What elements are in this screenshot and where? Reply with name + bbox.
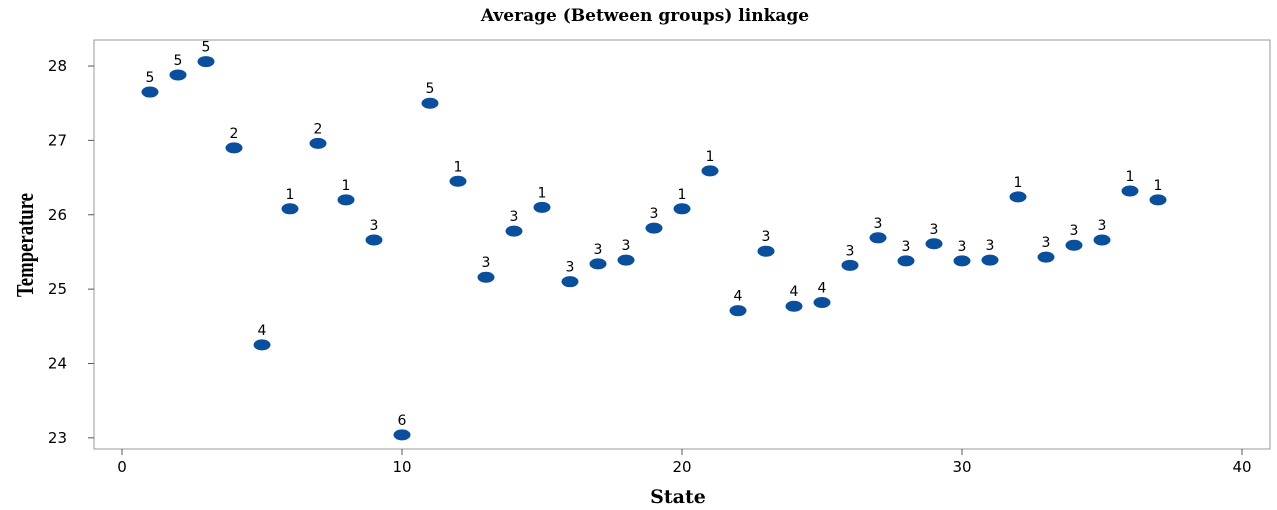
point-cluster-label: 1 (678, 187, 687, 203)
point-cluster-label: 4 (790, 284, 799, 300)
point-cluster-label: 3 (1042, 235, 1051, 251)
data-point (925, 238, 943, 250)
y-tick-label: 25 (48, 280, 67, 298)
data-point (505, 225, 523, 237)
point-cluster-label: 5 (146, 70, 155, 86)
point-cluster-label: 2 (230, 126, 239, 142)
data-point (869, 232, 887, 244)
x-tick-label: 10 (392, 458, 411, 476)
point-cluster-label: 3 (622, 238, 631, 254)
point-cluster-label: 5 (174, 53, 183, 69)
point-cluster-label: 3 (1098, 218, 1107, 234)
data-point (1149, 194, 1167, 206)
data-point (701, 165, 719, 177)
data-point (281, 203, 299, 215)
point-cluster-label: 4 (258, 323, 267, 339)
data-point (841, 259, 859, 271)
point-cluster-label: 3 (902, 239, 911, 255)
point-cluster-label: 1 (538, 185, 547, 201)
point-cluster-label: 3 (958, 239, 967, 255)
point-cluster-label: 3 (986, 238, 995, 254)
data-point (1037, 251, 1055, 263)
chart-title: Average (Between groups) linkage (480, 6, 809, 26)
data-point (1093, 234, 1111, 246)
y-tick-label: 23 (48, 429, 67, 447)
y-axis: 23 24 25 26 27 28 (48, 57, 94, 447)
point-cluster-label: 2 (314, 121, 323, 137)
data-point (673, 203, 691, 215)
data-point (897, 255, 915, 267)
data-point (169, 69, 187, 81)
y-tick-label: 24 (48, 354, 67, 372)
data-point (981, 254, 999, 266)
point-cluster-label: 4 (734, 289, 743, 305)
data-point (365, 234, 383, 246)
point-cluster-label: 3 (594, 242, 603, 258)
x-tick-label: 0 (117, 458, 127, 476)
data-point (197, 56, 215, 68)
point-cluster-label: 1 (286, 187, 295, 203)
data-point (813, 297, 831, 309)
data-point (729, 305, 747, 317)
data-point (1065, 239, 1083, 251)
data-point (589, 258, 607, 270)
y-tick-label: 27 (48, 131, 67, 149)
point-cluster-label: 3 (930, 222, 939, 238)
data-point (953, 255, 971, 267)
data-point (337, 194, 355, 206)
point-cluster-label: 3 (510, 209, 519, 225)
point-cluster-label: 1 (1014, 175, 1023, 191)
point-cluster-label: 3 (846, 243, 855, 259)
data-point (1121, 185, 1139, 197)
point-cluster-label: 1 (1154, 178, 1163, 194)
point-cluster-label: 3 (874, 216, 883, 232)
data-point (785, 300, 803, 312)
point-cluster-label: 1 (706, 149, 715, 165)
point-cluster-label: 3 (762, 229, 771, 245)
x-tick-label: 20 (672, 458, 691, 476)
point-cluster-label: 4 (818, 281, 827, 297)
x-axis: 0 10 20 30 40 (117, 449, 1252, 476)
x-tick-label: 30 (952, 458, 971, 476)
point-cluster-label: 1 (454, 159, 463, 175)
data-point (421, 97, 439, 109)
data-point (449, 175, 467, 187)
data-point (757, 245, 775, 257)
point-cluster-label: 3 (370, 218, 379, 234)
data-point (393, 429, 411, 441)
data-point (617, 254, 635, 266)
x-axis-label: State (650, 486, 706, 508)
data-point (477, 271, 495, 283)
y-tick-label: 26 (48, 206, 67, 224)
x-tick-label: 40 (1232, 458, 1251, 476)
data-points: 5 5 5 2 4 1 2 1 3 6 5 1 3 3 1 3 3 3 3 1 1 4 3 4 4 3 3 3 3 3 3 1 3 3 3 1 1 (141, 40, 1167, 441)
y-axis-label: Temperature (12, 193, 39, 297)
point-cluster-label: 1 (342, 178, 351, 194)
data-point (141, 86, 159, 98)
point-cluster-label: 5 (202, 40, 211, 56)
point-cluster-label: 1 (1126, 169, 1135, 185)
data-point (253, 339, 271, 351)
data-point (225, 142, 243, 154)
point-cluster-label: 3 (650, 206, 659, 222)
y-tick-label: 28 (48, 57, 67, 75)
point-cluster-label: 6 (398, 413, 407, 429)
point-cluster-label: 3 (482, 255, 491, 271)
point-cluster-label: 3 (1070, 223, 1079, 239)
data-point (561, 276, 579, 288)
data-point (645, 222, 663, 234)
point-cluster-label: 5 (426, 81, 435, 97)
data-point (533, 201, 551, 213)
data-point (309, 137, 327, 149)
data-point (1009, 191, 1027, 203)
plot-frame (93, 39, 1271, 450)
point-cluster-label: 3 (566, 260, 575, 276)
